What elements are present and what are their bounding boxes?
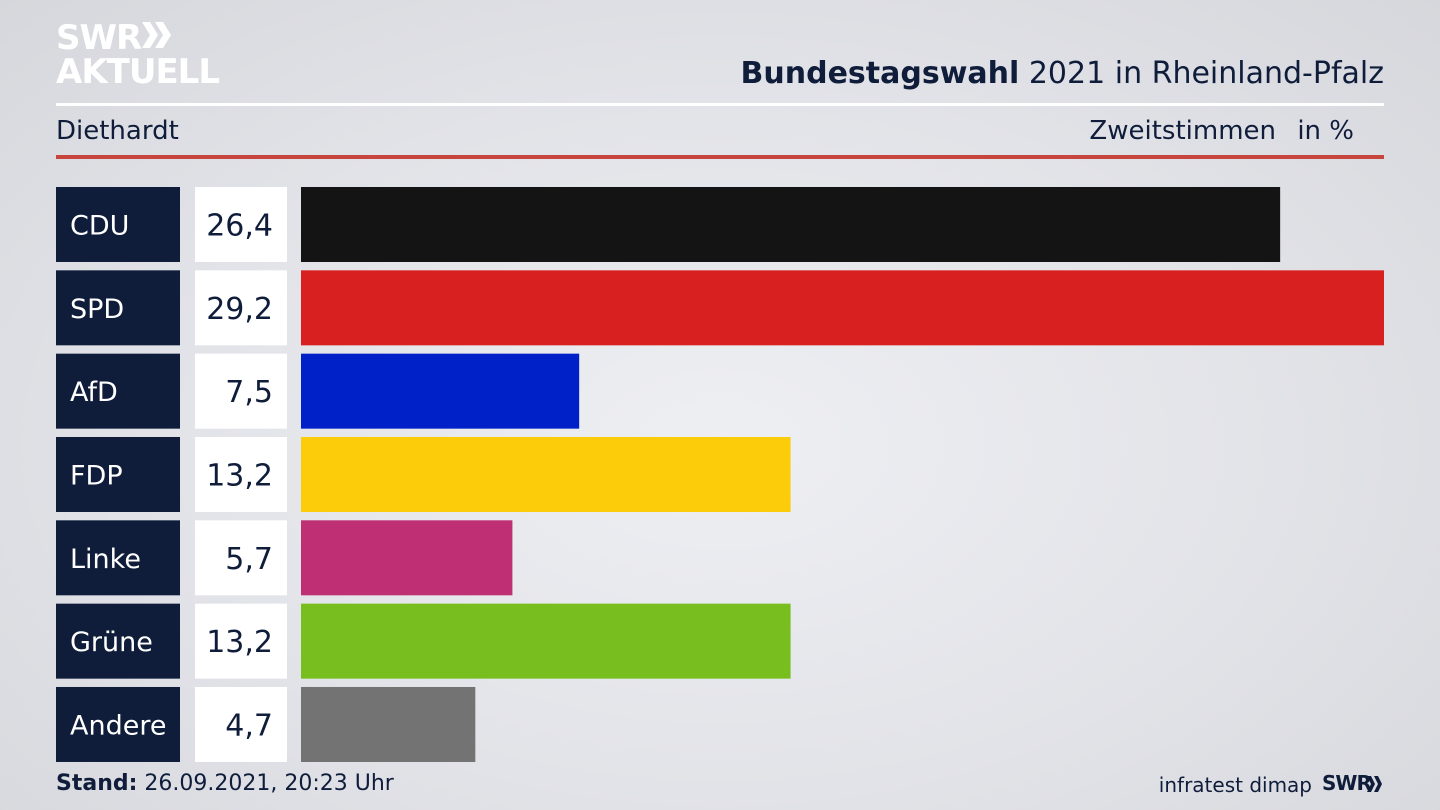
value-box-afd: [195, 353, 287, 429]
unit-label: in %: [1297, 116, 1354, 146]
value-box-cdu: [195, 187, 287, 262]
party-label-box-gr-ne: [56, 603, 180, 679]
value-label-spd: 29,2: [206, 292, 273, 327]
chart-title: Bundestagswahl 2021 in Rheinland-Pfalz: [741, 56, 1384, 91]
party-label-box-cdu: [56, 187, 180, 262]
party-label-afd: AfD: [70, 377, 118, 408]
chart-title-rest: 2021 in Rheinland-Pfalz: [1019, 56, 1384, 91]
party-label-box-spd: [56, 270, 180, 346]
party-label-spd: SPD: [70, 294, 124, 325]
accent-divider: [56, 155, 1384, 159]
value-label-cdu: 26,4: [206, 209, 273, 244]
value-box-fdp: [195, 436, 287, 512]
party-label-box-linke: [56, 520, 180, 596]
bar-gr-ne: [301, 603, 791, 679]
value-box-andere: [195, 686, 287, 762]
source-credit: infratest dimap: [1158, 773, 1312, 797]
value-label-linke: 5,7: [225, 542, 273, 577]
swr-footer-logo-text: SWR: [1322, 771, 1372, 795]
value-label-fdp: 13,2: [206, 458, 273, 493]
measure-label: Zweitstimmen: [1089, 116, 1276, 146]
bar-spd: [301, 270, 1384, 346]
logo-arrows-icon: [142, 22, 171, 48]
place-name: Diethardt: [56, 116, 179, 146]
bar-cdu: [301, 187, 1281, 262]
party-label-box-fdp: [56, 436, 180, 512]
party-label-andere: Andere: [70, 710, 166, 741]
timestamp-label: Stand:: [56, 771, 138, 796]
header-divider: [56, 103, 1384, 106]
party-label-cdu: CDU: [70, 211, 129, 242]
bar-fdp: [301, 436, 791, 512]
value-label-andere: 4,7: [225, 708, 273, 743]
value-label-afd: 7,5: [225, 375, 273, 410]
value-box-gr-ne: [195, 603, 287, 679]
timestamp-value: 26.09.2021, 20:23 Uhr: [137, 771, 394, 796]
bar-afd: [301, 353, 580, 429]
party-label-linke: Linke: [70, 544, 141, 575]
value-label-gr-ne: 13,2: [206, 625, 273, 660]
value-box-spd: [195, 270, 287, 346]
swr-footer-arrows-icon: [1367, 776, 1382, 792]
party-label-gr-ne: Grüne: [70, 627, 153, 658]
bar-andere: [301, 686, 476, 762]
party-label-box-andere: [56, 686, 180, 762]
swr-footer-logo: SWR: [1322, 770, 1384, 798]
party-label-fdp: FDP: [70, 460, 123, 491]
chart-title-bold: Bundestagswahl: [740, 56, 1020, 91]
swr-aktuell-logo: SWR AKTUELL: [56, 16, 226, 92]
logo-line-swr: SWR: [56, 18, 142, 58]
party-label-box-afd: [56, 353, 180, 429]
bar-linke: [301, 520, 513, 596]
value-box-linke: [195, 520, 287, 596]
logo-line-aktuell: AKTUELL: [56, 52, 220, 92]
timestamp: Stand: 26.09.2021, 20:23 Uhr: [56, 771, 394, 796]
